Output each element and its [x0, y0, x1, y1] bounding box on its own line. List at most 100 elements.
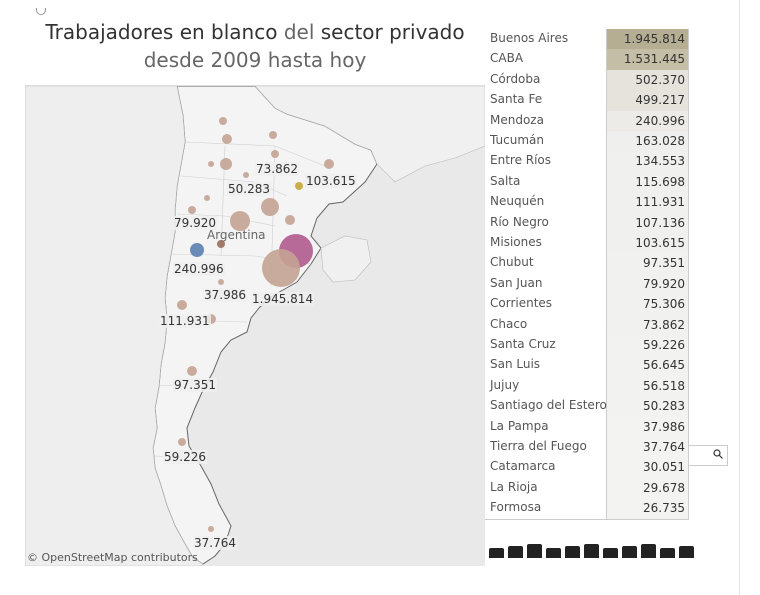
province-bubble[interactable]: [262, 249, 300, 287]
province-bubble[interactable]: [220, 158, 232, 170]
map-panel[interactable]: Argentina 73.862 50.283 103.615 79.920 240.9…: [25, 85, 485, 566]
province-name: Córdoba: [490, 71, 541, 86]
bubble-value-label: 103.615: [305, 174, 357, 188]
province-value: 107.136: [607, 212, 688, 233]
table-row[interactable]: Santa Fe 499.217: [485, 90, 688, 111]
map-canvas: [25, 86, 485, 566]
province-bubble[interactable]: [219, 117, 227, 125]
retail-icon[interactable]: [679, 546, 694, 558]
province-bubble[interactable]: [190, 243, 204, 257]
province-value: 56.518: [607, 375, 688, 397]
province-name: Chaco: [490, 316, 528, 331]
province-value: 163.028: [607, 131, 688, 152]
shop-icon[interactable]: [584, 544, 599, 558]
province-name: Tierra del Fuego: [490, 439, 587, 453]
province-value: 59.226: [607, 335, 688, 356]
province-bubble[interactable]: [285, 215, 295, 225]
table-row[interactable]: Formosa 26.735: [485, 498, 688, 519]
table-row[interactable]: Chubut 97.351: [485, 253, 688, 274]
bubble-value-label: 79.920: [173, 216, 217, 230]
farmer-icon[interactable]: [546, 548, 561, 558]
table-row[interactable]: Entre Ríos 134.553: [485, 151, 688, 172]
search-icon[interactable]: [713, 449, 723, 459]
province-bubble[interactable]: [222, 134, 232, 144]
map-credit[interactable]: © OpenStreetMap contributors: [27, 551, 198, 564]
province-bubble[interactable]: [324, 159, 334, 169]
province-name: Formosa: [490, 500, 542, 515]
bubble-value-label: 37.986: [203, 288, 247, 302]
province-value: 111.931: [607, 192, 688, 213]
province-name: Santiago del Estero: [490, 398, 607, 413]
table-row[interactable]: Catamarca 30.051: [485, 457, 688, 478]
province-bubble[interactable]: [261, 198, 279, 216]
province-value: 115.698: [607, 171, 688, 193]
table-row[interactable]: Misiones 103.615: [485, 233, 688, 254]
table-row[interactable]: Buenos Aires 1.945.814: [485, 29, 688, 50]
province-bubble[interactable]: [177, 300, 187, 310]
province-bubble[interactable]: [178, 438, 186, 446]
province-table: Buenos Aires 1.945.814 CABA 1.531.445 Córdob…: [485, 29, 689, 520]
table-row[interactable]: Mendoza 240.996: [485, 110, 688, 131]
search-box[interactable]: [689, 445, 728, 466]
worker-icon[interactable]: [489, 548, 504, 558]
province-bubble[interactable]: [187, 366, 197, 376]
bubble-value-label: 59.226: [163, 450, 207, 464]
province-bubble[interactable]: [188, 206, 196, 214]
province-bubble[interactable]: [295, 182, 303, 190]
province-bubble[interactable]: [208, 526, 214, 532]
table-row[interactable]: San Juan 79.920: [485, 273, 688, 295]
province-name: Buenos Aires: [490, 31, 569, 45]
top-controls[interactable]: [36, 0, 52, 19]
bubble-value-label: 1.945.814: [251, 292, 315, 306]
province-name: La Rioja: [490, 479, 538, 494]
table-row[interactable]: Córdoba 502.370: [485, 69, 688, 91]
teacher-icon[interactable]: [622, 546, 637, 558]
table-row[interactable]: Salta 115.698: [485, 171, 688, 193]
table-row[interactable]: Jujuy 56.518: [485, 375, 688, 397]
table-row[interactable]: Santa Cruz 59.226: [485, 335, 688, 356]
province-bubble[interactable]: [243, 172, 249, 178]
table-row[interactable]: CABA 1.531.445: [485, 49, 688, 70]
neighbours-shape: [254, 86, 485, 183]
province-name: Catamarca: [490, 459, 556, 474]
province-name: Mendoza: [490, 112, 544, 127]
factory-icon[interactable]: [565, 546, 580, 558]
province-value: 1.945.814: [607, 29, 688, 50]
table-row[interactable]: Santiago del Estero 50.283: [485, 396, 688, 417]
table-row[interactable]: La Rioja 29.678: [485, 477, 688, 499]
table-row[interactable]: La Pampa 37.986: [485, 416, 688, 437]
office-icon[interactable]: [508, 546, 523, 558]
table-row[interactable]: Corrientes 75.306: [485, 294, 688, 315]
table-row[interactable]: Río Negro 107.136: [485, 212, 688, 233]
province-bubble[interactable]: [217, 240, 225, 248]
chef-icon[interactable]: [660, 548, 675, 558]
province-value: 37.986: [607, 416, 688, 437]
bubble-value-label: 240.996: [173, 262, 225, 276]
map-country-label: Argentina: [207, 228, 266, 242]
construction-icon[interactable]: [527, 544, 542, 558]
province-name: Chubut: [490, 255, 534, 270]
province-value: 499.217: [607, 90, 688, 111]
province-value: 240.996: [607, 110, 688, 131]
province-value: 73.862: [607, 314, 688, 335]
province-bubble[interactable]: [208, 161, 214, 167]
delivery-icon[interactable]: [603, 548, 618, 558]
table-row[interactable]: Tucumán 163.028: [485, 131, 688, 152]
table-row[interactable]: San Luis 56.645: [485, 355, 688, 376]
province-bubble[interactable]: [204, 195, 210, 201]
table-divider: [606, 29, 607, 519]
table-row[interactable]: Neuquén 111.931: [485, 192, 688, 213]
province-bubble[interactable]: [230, 211, 250, 231]
chile-shape: [25, 86, 204, 566]
table-row[interactable]: Tierra del Fuego 37.764: [485, 437, 688, 458]
province-bubble[interactable]: [269, 131, 277, 139]
province-value: 502.370: [607, 69, 688, 91]
bubble-value-label: 97.351: [173, 378, 217, 392]
province-bubble[interactable]: [218, 279, 224, 285]
province-bubble[interactable]: [271, 150, 279, 158]
occupation-icons: [489, 543, 698, 562]
province-name: Jujuy: [490, 377, 520, 392]
table-row[interactable]: Chaco 73.862: [485, 314, 688, 335]
waiter-icon[interactable]: [641, 544, 656, 558]
province-name: Santa Cruz: [490, 337, 556, 351]
